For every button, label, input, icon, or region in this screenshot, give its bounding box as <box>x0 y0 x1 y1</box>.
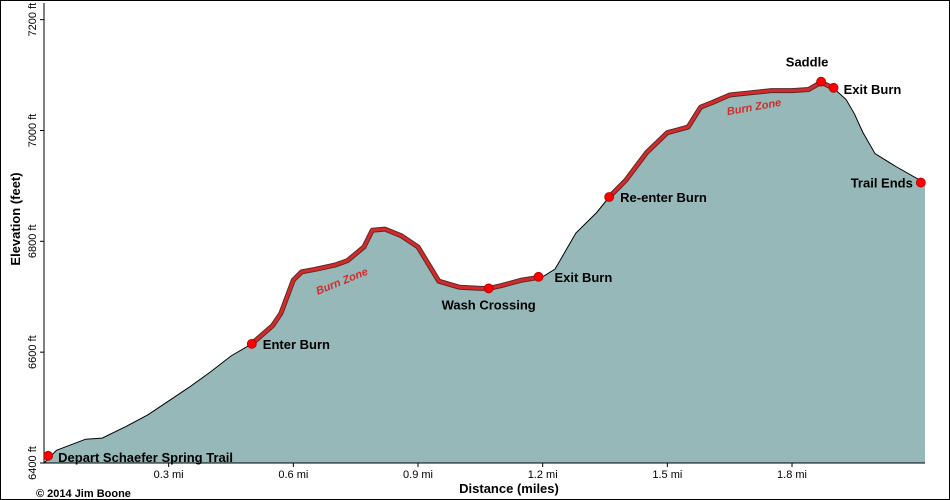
x-tick-label: 0.6 mi <box>278 469 308 481</box>
x-tick-label: 1.8 mi <box>777 469 807 481</box>
point-label: Wash Crossing <box>442 297 536 312</box>
x-axis-ticks: 0.3 mi 0.6 mi 0.9 mi 1.2 mi 1.5 mi 1.8 mi <box>154 463 807 481</box>
point-label: Exit Burn <box>555 270 613 285</box>
point-label: Exit Burn <box>844 82 902 97</box>
y-tick-label: 6800 ft <box>27 224 39 258</box>
y-axis-title: Elevation (feet) <box>8 172 23 265</box>
x-axis-title: Distance (miles) <box>459 481 559 496</box>
copyright-credit: © 2014 Jim Boone <box>36 488 131 500</box>
y-tick-label: 6600 ft <box>27 335 39 369</box>
x-tick-label: 1.2 mi <box>528 469 558 481</box>
y-axis-ticks: 6400 ft 6600 ft 6800 ft 7000 ft 7200 ft <box>27 3 44 480</box>
point-marker <box>533 271 544 282</box>
y-tick-label: 6400 ft <box>27 446 39 480</box>
y-tick-label: 7000 ft <box>27 114 39 148</box>
x-tick-label: 1.5 mi <box>652 469 682 481</box>
point-label: Saddle <box>786 55 829 70</box>
x-tick-label: 0.9 mi <box>403 469 433 481</box>
point-marker <box>483 283 494 294</box>
y-tick-label: 7200 ft <box>27 3 39 37</box>
burn-zone-line <box>608 80 835 199</box>
point-marker <box>43 450 54 461</box>
point-markers: Depart Schaefer Spring Trail Enter Burn Wa… <box>43 55 926 465</box>
point-label: Trail Ends <box>851 176 913 191</box>
point-label: Re-enter Burn <box>620 190 707 205</box>
x-tick-label: 0.3 mi <box>154 469 184 481</box>
point-marker <box>915 177 926 188</box>
point-marker <box>828 82 839 93</box>
point-label: Depart Schaefer Spring Trail <box>58 450 233 465</box>
terrain-area <box>44 82 925 464</box>
point-marker <box>816 76 827 87</box>
point-marker <box>604 192 615 202</box>
point-marker <box>246 338 257 349</box>
point-label: Enter Burn <box>263 337 330 352</box>
